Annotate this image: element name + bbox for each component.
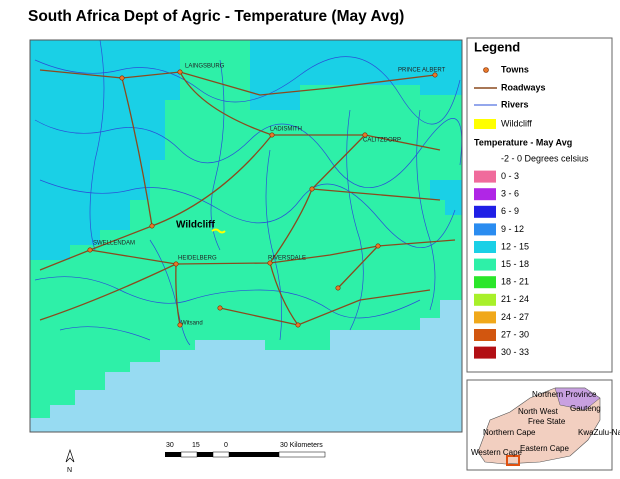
legend-class: 12 - 15 (501, 241, 529, 251)
legend-class: 6 - 9 (501, 206, 519, 216)
town (177, 322, 183, 328)
town (173, 261, 179, 267)
legend-title: Legend (474, 39, 520, 54)
title: South Africa Dept of Agric - Temperature… (28, 8, 404, 25)
wildcliff-site (211, 228, 226, 234)
town-label: CALITZDORP (363, 138, 401, 144)
town (362, 132, 368, 138)
legend-class: 18 - 21 (501, 277, 529, 287)
legend: Towns Roadways Rivers Wildcliff Temperature … (474, 64, 589, 359)
inset-label: Free State (528, 417, 566, 426)
legend-swatch (474, 170, 496, 183)
legend-symbol (483, 67, 489, 73)
map-frame (29, 39, 463, 433)
town (149, 223, 155, 229)
town-label: LAINGSBURG (185, 64, 225, 70)
inset-label: Northern Cape (483, 428, 536, 437)
town (177, 69, 183, 75)
town (432, 72, 438, 78)
inset-province (554, 387, 601, 411)
north-label: N (67, 467, 72, 474)
inset-locator (506, 455, 520, 466)
legend-swatch (474, 293, 496, 306)
town-label: HEIDELBERG (178, 256, 217, 262)
sea (30, 300, 462, 432)
legend-swatch (474, 188, 496, 201)
legend-class: -2 - 0 Degrees celsius (501, 153, 589, 163)
inset-label: North West (518, 407, 559, 416)
legend-class: 3 - 6 (501, 189, 519, 199)
town (309, 186, 315, 192)
inset-label: Eastern Cape (520, 444, 569, 453)
legend-swatch (474, 258, 496, 271)
legend-class: 9 - 12 (501, 224, 524, 234)
legend-class: 0 - 3 (501, 171, 519, 181)
town-label: SWELLENDAM (93, 241, 135, 247)
legend-class: 21 - 24 (501, 294, 529, 304)
town-label: Witsand (181, 321, 203, 327)
scale-label: 30 (166, 442, 174, 449)
legend-item: Rivers (501, 99, 529, 109)
inset-label: Northern Province (532, 390, 597, 399)
legend-symbol (474, 119, 496, 129)
legend-swatch (474, 276, 496, 289)
legend-class: 24 - 27 (501, 312, 529, 322)
inset-label: Western Cape (471, 448, 523, 457)
cool-zone (250, 40, 462, 110)
site-label: Wildcliff (176, 220, 215, 231)
scale-label: 0 (224, 442, 228, 449)
legend-swatch (474, 346, 496, 359)
legend-item: Wildcliff (501, 118, 532, 128)
legend-swatch (474, 223, 496, 236)
north-arrow (65, 448, 75, 463)
legend-swatch (474, 241, 496, 253)
legend-item: Towns (501, 64, 529, 74)
town (267, 260, 273, 266)
inset-label: Gauteng (570, 404, 601, 413)
town (119, 75, 125, 81)
town (295, 322, 301, 328)
scale-label: 15 (192, 442, 200, 449)
legend-class: 27 - 30 (501, 329, 529, 339)
town (335, 285, 341, 291)
town-label: RIVERSDALE (268, 256, 306, 262)
legend-swatch (474, 205, 496, 218)
legend-item: Roadways (501, 82, 546, 92)
rivers (34, 39, 463, 346)
town (217, 305, 223, 311)
town (87, 247, 93, 253)
scale-bar: 30 15 0 30 Kilometers (165, 442, 326, 458)
map: Wildcliff LAINGSBURG PRINCE ALBERT LADISMI… (30, 39, 463, 432)
cool-zone (430, 180, 462, 215)
scale-label: 30 Kilometers (280, 442, 323, 449)
legend-swatch (474, 311, 496, 324)
inset-label: KwaZulu-Natal (578, 428, 620, 437)
legend-swatch (474, 329, 496, 341)
town (269, 132, 275, 138)
cool-zone (30, 40, 180, 260)
town-label: PRINCE ALBERT (398, 68, 446, 74)
town (375, 243, 381, 249)
legend-subtitle: Temperature - May Avg (474, 137, 572, 147)
town-label: LADISMITH (270, 127, 302, 133)
legend-class: 30 - 33 (501, 347, 529, 357)
legend-class: 15 - 18 (501, 259, 529, 269)
